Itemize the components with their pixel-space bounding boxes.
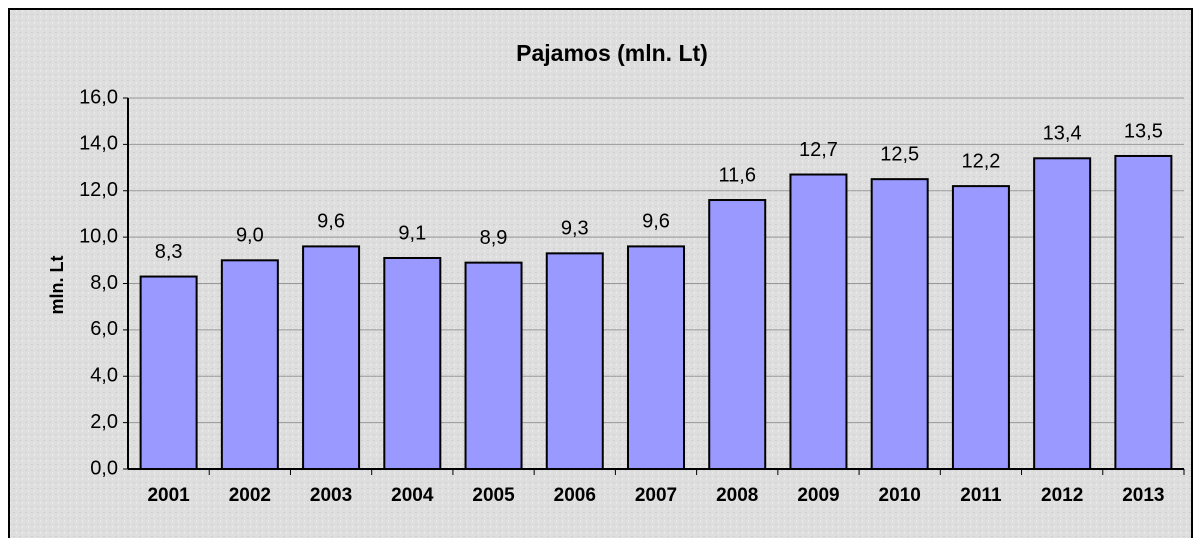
- data-label: 12,7: [799, 139, 838, 161]
- bar: [1033, 157, 1092, 470]
- data-label: 12,5: [880, 143, 919, 165]
- bar: [789, 173, 848, 471]
- x-tick-label: 2010: [879, 485, 921, 506]
- bar: [870, 178, 929, 470]
- data-label: 9,1: [398, 222, 426, 244]
- data-label: 9,6: [317, 211, 345, 233]
- y-tick-label: 14,0: [79, 133, 118, 155]
- data-label: 8,9: [480, 227, 508, 249]
- x-tick-label: 2006: [554, 485, 596, 506]
- x-tick-label: 2003: [310, 485, 352, 506]
- x-tick-label: 2008: [716, 485, 758, 506]
- data-label: 9,0: [236, 225, 264, 247]
- x-tick-label: 2013: [1122, 485, 1164, 506]
- y-tick-label: 16,0: [79, 86, 118, 108]
- bar: [464, 261, 523, 470]
- data-label: 9,6: [642, 211, 670, 233]
- x-tick-label: 2011: [960, 485, 1002, 506]
- bar: [708, 199, 767, 470]
- bar: [1114, 154, 1173, 470]
- y-tick-label: 2,0: [90, 411, 118, 433]
- y-tick-label: 12,0: [79, 179, 118, 201]
- data-label: 8,3: [155, 241, 183, 263]
- data-label: 13,5: [1124, 120, 1163, 142]
- bar: [951, 185, 1010, 471]
- x-tick-label: 2009: [797, 485, 839, 506]
- data-label: 13,4: [1043, 123, 1082, 145]
- y-tick-label: 6,0: [90, 318, 118, 340]
- y-axis-label: mln. Lt: [47, 256, 67, 315]
- bar: [139, 275, 198, 471]
- bar: [383, 256, 442, 470]
- data-label: 11,6: [719, 164, 756, 186]
- y-tick-label: 10,0: [79, 225, 118, 247]
- x-tick-label: 2012: [1041, 485, 1083, 506]
- bar: [302, 245, 361, 470]
- x-tick-label: 2007: [635, 485, 677, 506]
- data-label: 12,2: [961, 150, 1000, 172]
- y-tick-label: 4,0: [90, 365, 118, 387]
- chart-title: Pajamos (mln. Lt): [516, 40, 708, 66]
- bar: [627, 245, 685, 470]
- x-tick-label: 2002: [229, 485, 271, 506]
- x-tick-label: 2004: [391, 485, 434, 506]
- x-tick-label: 2001: [147, 485, 190, 506]
- x-tick-label: 2005: [472, 485, 515, 506]
- y-tick-label: 0,0: [90, 457, 118, 479]
- data-label: 9,3: [561, 218, 589, 240]
- bar: [545, 252, 604, 470]
- bar: [220, 259, 279, 470]
- y-tick-label: 8,0: [90, 272, 118, 294]
